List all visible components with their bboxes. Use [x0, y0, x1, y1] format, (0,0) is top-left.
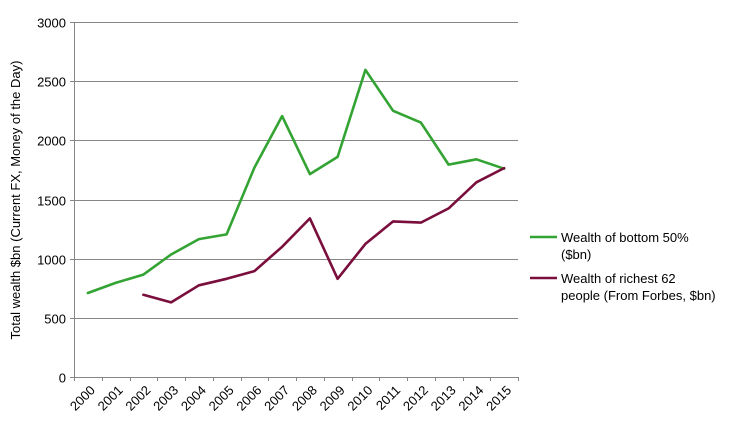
x-tick-label: 2003: [150, 383, 181, 414]
y-axis-label: Total wealth $bn (Current FX, Money of t…: [8, 61, 23, 340]
y-tick-label: 1500: [37, 194, 66, 209]
x-tick-label: 2010: [344, 383, 375, 414]
x-tick-label: 2009: [317, 383, 348, 414]
series-line-2: [142, 166, 506, 304]
x-tick-label: 2006: [233, 383, 264, 414]
legend-label: Wealth of richest 62: [561, 271, 676, 286]
y-tick-label: 2000: [37, 134, 66, 149]
x-tick-label: 2011: [373, 383, 403, 413]
axes: [74, 22, 518, 378]
series-line-1: [86, 68, 506, 295]
x-tick-label: 2004: [178, 383, 209, 414]
x-tick-label: 2000: [67, 383, 98, 414]
x-tick-label: 2012: [400, 383, 431, 414]
x-tick-label: 2008: [289, 383, 320, 414]
gridlines: [74, 22, 518, 319]
x-tick-label: 2005: [206, 383, 237, 414]
y-tick-label: 500: [44, 312, 66, 327]
legend-label: people (From Forbes, $bn): [561, 288, 716, 303]
y-tick-label: 0: [59, 371, 66, 386]
y-tick-labels: 0 500 1000 1500 2000 2500 3000: [37, 16, 74, 386]
y-tick-label: 1000: [37, 253, 66, 268]
x-tick-labels: 2000200120022003200420052006200720082009…: [67, 377, 519, 414]
x-tick-label: 2002: [122, 383, 153, 414]
x-tick-label: 2015: [483, 383, 514, 414]
x-tick-label: 2014: [455, 383, 486, 414]
legend: Wealth of bottom 50% ($bn) Wealth of riche…: [530, 230, 716, 303]
x-tick-label: 2007: [261, 383, 292, 414]
series-lines: [86, 68, 506, 304]
x-tick-label: 2001: [95, 383, 126, 414]
y-tick-label: 3000: [37, 16, 66, 31]
legend-label: ($bn): [561, 247, 591, 262]
x-tick-label: 2013: [428, 383, 459, 414]
legend-label: Wealth of bottom 50%: [561, 230, 689, 245]
y-tick-label: 2500: [37, 75, 66, 90]
